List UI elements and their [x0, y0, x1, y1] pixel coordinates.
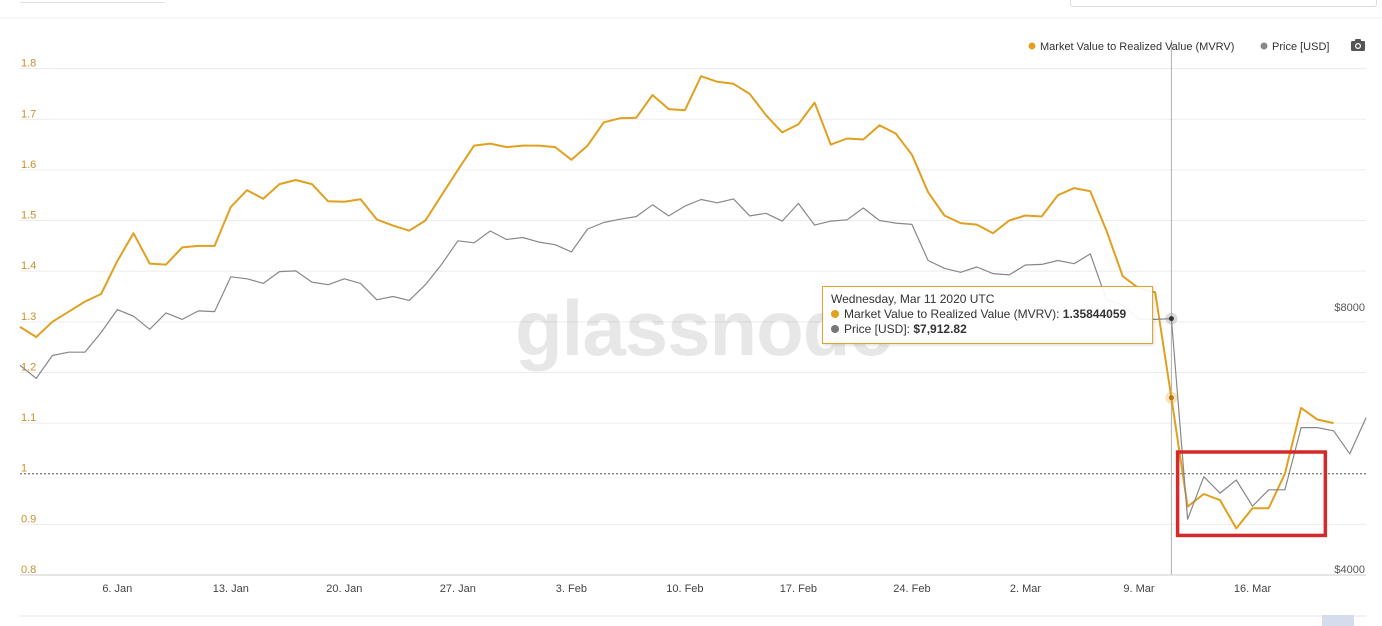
- legend-price-label[interactable]: Price [USD]: [1272, 41, 1329, 53]
- tooltip: Wednesday, Mar 11 2020 UTC Market Value …: [822, 286, 1153, 344]
- y-left-tick-label: 1.6: [21, 159, 36, 171]
- legend-mvrv-label[interactable]: Market Value to Realized Value (MVRV): [1040, 41, 1234, 53]
- y-left-tick-label: 0.8: [21, 564, 36, 576]
- y-right-tick-label: $8000: [1334, 302, 1365, 314]
- y-left-tick-label: 1.1: [21, 412, 36, 424]
- tooltip-date: Wednesday, Mar 11 2020 UTC: [831, 292, 995, 306]
- y-left-tick-label: 1.3: [21, 311, 36, 323]
- legend: Market Value to Realized Value (MVRV) Pr…: [1028, 39, 1365, 53]
- grid-layer: [0, 17, 1382, 576]
- y-left-tick-label: 0.9: [21, 513, 36, 525]
- y-left-tick-label: 1.7: [21, 108, 36, 120]
- x-tick-label: 24. Feb: [893, 583, 930, 595]
- tooltip-price-value: $7,912.82: [913, 322, 967, 336]
- date-range-control-edge[interactable]: [1070, 0, 1377, 7]
- y-left-tick-label: 1.8: [21, 58, 36, 70]
- x-tick-label: 20. Jan: [326, 583, 362, 595]
- x-tick-label: 2. Mar: [1010, 583, 1042, 595]
- x-tick-label: 13. Jan: [213, 583, 249, 595]
- x-tick-label: 27. Jan: [440, 583, 476, 595]
- camera-icon[interactable]: [1351, 39, 1365, 51]
- y-left-tick-label: 1: [21, 463, 27, 475]
- x-tick-label: 6. Jan: [102, 583, 132, 595]
- y-left-tick-label: 1.5: [21, 210, 36, 222]
- top-control-edge-left: [20, 0, 165, 3]
- tooltip-price-row: Price [USD]: $7,912.82: [831, 322, 1144, 337]
- tooltip-mvrv-row: Market Value to Realized Value (MVRV): 1…: [831, 307, 1144, 322]
- y-right-tick-label: $4000: [1334, 564, 1365, 576]
- x-tick-label: 17. Feb: [780, 583, 817, 595]
- tooltip-mvrv-value: 1.35844059: [1062, 307, 1127, 321]
- x-tick-label: 10. Feb: [666, 583, 703, 595]
- y-left-tick-label: 1.4: [21, 260, 36, 272]
- series-line-mvrv[interactable]: [19, 75, 1334, 530]
- tooltip-mvrv-label: Market Value to Realized Value (MVRV):: [844, 307, 1063, 321]
- hover-point: [1168, 316, 1174, 322]
- x-tick-label: 9. Mar: [1123, 583, 1155, 595]
- x-tick-label: 16. Mar: [1234, 583, 1272, 595]
- axis-layer: 0.8 0.9 1 1.1 1.2 1.3 1.4 1.5 1.6 1.7 1.8 $4000 $800…: [20, 58, 1366, 626]
- highlight-box: [1175, 450, 1328, 538]
- legend-price-dot: [1260, 42, 1268, 50]
- tooltip-price-label: Price [USD]:: [844, 322, 914, 336]
- y-left-tick-label: 1.2: [21, 361, 36, 373]
- legend-mvrv-dot: [1028, 42, 1036, 50]
- tooltip-mvrv-dot: [831, 310, 839, 318]
- tooltip-price-dot: [831, 325, 839, 333]
- hover-point: [1168, 395, 1174, 401]
- navigator-handle[interactable]: [1322, 615, 1354, 626]
- x-tick-label: 3. Feb: [556, 583, 587, 595]
